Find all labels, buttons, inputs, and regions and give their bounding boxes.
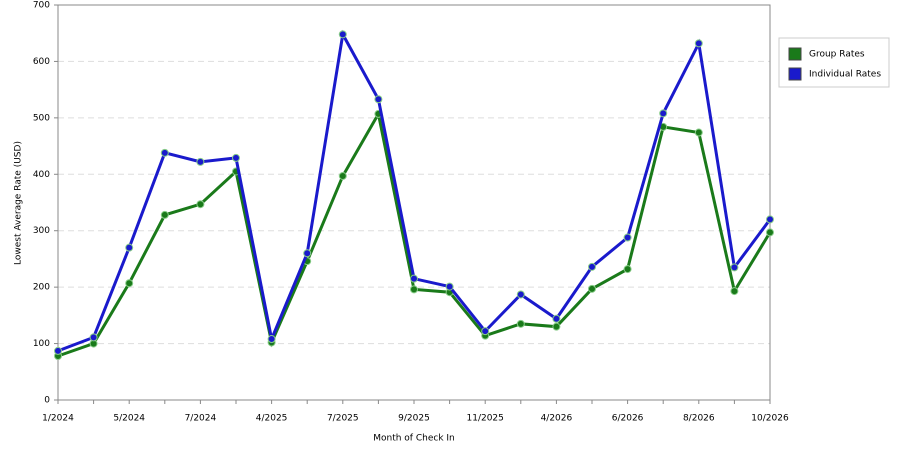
legend-swatch (788, 47, 802, 61)
data-point (410, 274, 418, 283)
data-point (588, 284, 596, 293)
y-tick-label: 700 (33, 1, 50, 11)
data-point (374, 95, 383, 104)
data-point (623, 233, 632, 242)
y-tick-label: 500 (33, 113, 50, 123)
data-point (588, 262, 596, 271)
legend-label: Group Rates (809, 50, 865, 60)
data-point (516, 319, 525, 328)
data-point (766, 215, 774, 224)
data-point (766, 228, 774, 237)
data-point (125, 243, 134, 252)
x-tick-label: 7/2024 (185, 414, 217, 424)
y-tick-label: 200 (33, 283, 50, 293)
data-point (54, 346, 62, 355)
y-tick-label: 600 (33, 57, 50, 67)
y-axis-label: Lowest Average Rate (USD) (14, 141, 24, 265)
legend-swatch (788, 67, 802, 81)
data-point (516, 290, 525, 299)
plot-frame (57, 4, 771, 401)
data-point (303, 249, 312, 258)
data-point (196, 157, 205, 166)
legend-label: Individual Rates (809, 70, 881, 80)
data-point (694, 39, 703, 48)
data-point (410, 285, 418, 294)
x-tick-label: 4/2026 (541, 414, 573, 424)
x-tick-label: 6/2026 (612, 414, 644, 424)
data-point (196, 200, 205, 209)
data-point (730, 287, 739, 296)
data-point (481, 327, 490, 336)
y-tick-label: 300 (33, 226, 50, 236)
data-point (160, 210, 169, 219)
data-point (232, 153, 240, 162)
x-tick-label: 10/2026 (751, 414, 789, 424)
data-point (730, 263, 739, 272)
y-tick-label: 0 (44, 396, 50, 406)
y-tick-label: 100 (33, 339, 50, 349)
data-point (160, 148, 169, 157)
x-tick-label: 11/2025 (467, 414, 504, 424)
data-point (338, 171, 347, 180)
y-tick-label: 400 (33, 170, 50, 180)
x-tick-label: 4/2025 (256, 414, 288, 424)
data-point (552, 322, 561, 331)
data-point (338, 30, 347, 39)
data-point (125, 279, 134, 288)
x-tick-label: 5/2024 (113, 414, 145, 424)
data-point (659, 109, 668, 118)
data-point (267, 335, 276, 344)
x-tick-label: 1/2024 (42, 414, 74, 424)
series-line (57, 29, 772, 353)
x-tick-label: 7/2025 (327, 414, 359, 424)
data-point (445, 282, 454, 291)
x-tick-label: 9/2025 (398, 414, 430, 424)
data-point (552, 314, 561, 323)
x-tick-label: 8/2026 (683, 414, 715, 424)
data-point (694, 128, 703, 137)
data-point (623, 265, 632, 274)
x-axis-label: Month of Check In (373, 434, 455, 444)
legend: Group Rates Individual Rates (778, 37, 890, 88)
data-point (89, 333, 98, 342)
